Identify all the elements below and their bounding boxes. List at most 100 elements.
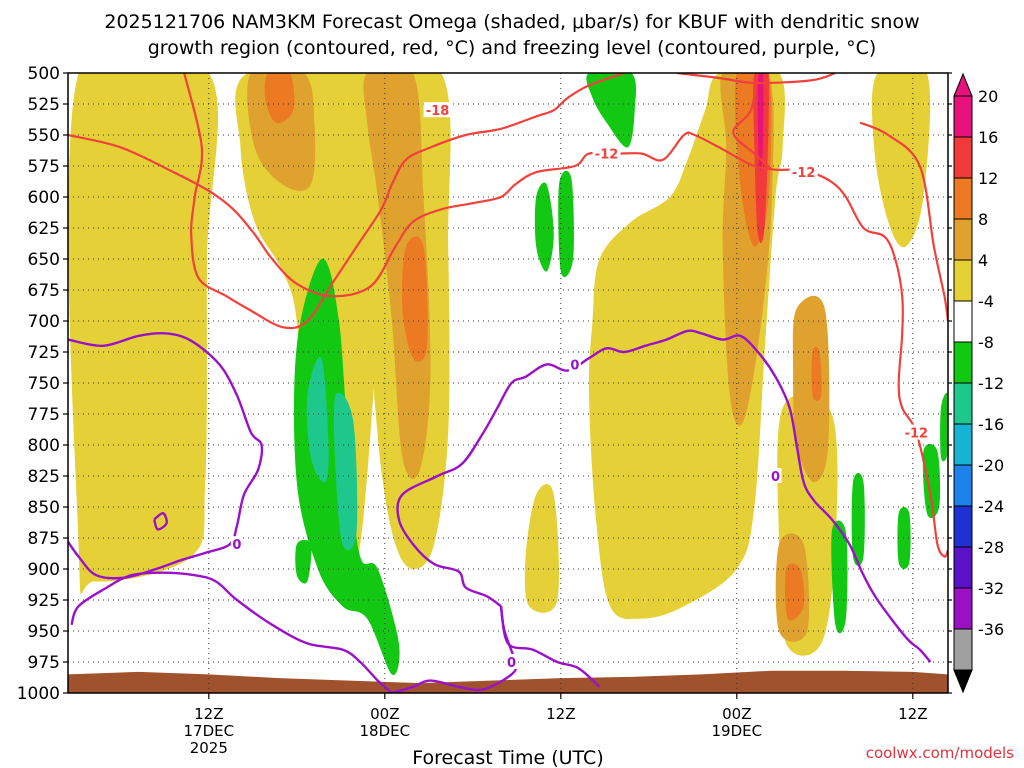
contour-label-bg xyxy=(769,468,782,483)
y-tick-label: 700 xyxy=(28,312,60,332)
freezing-contour-1 xyxy=(70,571,393,693)
omega-region-16 xyxy=(784,563,805,621)
contour-label-bg xyxy=(592,145,621,161)
y-tick-label: 750 xyxy=(28,374,60,394)
credit-link[interactable]: coolwx.com/models xyxy=(866,744,1014,762)
ground-terrain xyxy=(68,670,948,693)
colorbar: 20 16 12 8 4 -4 -8 -12 -16 -20 -24 -28 -32 -36 xyxy=(953,72,1004,694)
omega-region-19 xyxy=(757,73,764,171)
omega-region-8 xyxy=(247,73,316,191)
colorbar-bottom-arrow xyxy=(953,669,973,694)
freezing-contour-4 xyxy=(499,605,601,688)
dgz-contour-3 xyxy=(732,73,773,171)
y-tick-label: 850 xyxy=(28,498,60,518)
omega-region-17 xyxy=(811,346,822,401)
omega-region-21 xyxy=(534,182,554,272)
omega-region-25 xyxy=(897,506,911,570)
contour-label-bg xyxy=(505,654,518,669)
x-tick-label: 19DEC xyxy=(712,722,763,740)
chart-title-line2: growth region (contoured, red, °C) and f… xyxy=(148,37,877,59)
contour-label: 0 xyxy=(232,538,241,553)
chart-title-line1: 2025121706 NAM3KM Forecast Omega (shaded… xyxy=(104,11,919,33)
y-tick-label: 875 xyxy=(28,529,60,549)
y-tick-label: 500 xyxy=(28,64,60,84)
x-tick-label: 2025 xyxy=(190,739,228,757)
x-tick-label: 17DEC xyxy=(184,722,235,740)
plot-clip-group: -18 -12 -12 -12 0 0 0 0 xyxy=(68,73,948,693)
colorbar-label: 12 xyxy=(978,169,998,188)
y-tick-label: 900 xyxy=(28,560,60,580)
omega-region-13 xyxy=(264,73,295,124)
omega-region-29 xyxy=(295,539,312,584)
y-tick-label: 825 xyxy=(28,467,60,487)
contour-label: -18 xyxy=(426,104,450,119)
colorbar-bin xyxy=(953,95,973,138)
colorbar-label: -20 xyxy=(978,456,1004,475)
colorbar-bin xyxy=(953,423,973,466)
colorbar-bin xyxy=(953,218,973,261)
colorbar-label: -12 xyxy=(978,374,1004,393)
axes: 500 525 550 575 600 625 650 675 700 725 750 775 800 8… xyxy=(17,64,952,757)
omega-region-11 xyxy=(792,295,830,483)
y-tick-label: 650 xyxy=(28,250,60,270)
dgz-contour-0 xyxy=(68,131,948,558)
omega-region-23 xyxy=(586,73,637,148)
contour-label-bg xyxy=(789,164,818,180)
y-tick-label: 525 xyxy=(28,95,60,115)
colorbar-top-arrow xyxy=(953,72,973,97)
colorbar-bin xyxy=(953,177,973,220)
colorbar-label: -36 xyxy=(978,620,1004,639)
contour-label: -12 xyxy=(792,166,816,181)
colorbar-bin xyxy=(953,464,973,507)
dgz-contour-4 xyxy=(859,121,948,322)
y-tick-label: 800 xyxy=(28,436,60,456)
y-tick-label: 725 xyxy=(28,343,60,363)
omega-region-7 xyxy=(871,73,931,248)
omega-region-30 xyxy=(306,356,329,483)
plot-area: -18 -12 -12 -12 0 0 0 0 xyxy=(68,73,948,693)
omega-region-27 xyxy=(851,472,865,566)
omega-region-28 xyxy=(940,392,948,462)
contour-label: 0 xyxy=(771,470,780,485)
contour-label: 0 xyxy=(570,358,579,373)
omega-region-26 xyxy=(831,520,848,634)
omega-region-4 xyxy=(524,483,560,613)
omega-region-0 xyxy=(68,73,218,594)
x-axis-label: Forecast Time (UTC) xyxy=(412,747,603,768)
x-tick-label: 12Z xyxy=(898,705,927,723)
dgz-contour-2 xyxy=(676,73,836,85)
contour-label: -12 xyxy=(595,148,619,163)
contour-label-bg xyxy=(423,102,452,118)
colorbar-label: -24 xyxy=(978,497,1004,516)
y-tick-label: 550 xyxy=(28,126,60,146)
contour-label: -12 xyxy=(905,427,929,442)
colorbar-bin xyxy=(953,587,973,630)
y-tick-label: 625 xyxy=(28,219,60,239)
colorbar-label: 20 xyxy=(978,87,998,106)
y-tick-label: 675 xyxy=(28,281,60,301)
y-tick-label: 975 xyxy=(28,653,60,673)
y-tick-label: 775 xyxy=(28,405,60,425)
colorbar-label: -28 xyxy=(978,538,1004,557)
y-tick-label: 925 xyxy=(28,591,60,611)
contour-label-bg xyxy=(230,536,243,552)
x-tick-label: 00Z xyxy=(370,705,399,723)
colorbar-label: 8 xyxy=(978,210,988,229)
colorbar-bin xyxy=(953,259,973,302)
x-tick-label: 18DEC xyxy=(360,722,411,740)
y-tick-label: 1000 xyxy=(17,684,60,704)
colorbar-label: -32 xyxy=(978,579,1004,598)
omega-region-22 xyxy=(558,170,574,278)
x-tick-label: 00Z xyxy=(722,705,751,723)
colorbar-bin xyxy=(953,546,973,589)
omega-region-24 xyxy=(922,443,941,519)
colorbar-label: 4 xyxy=(978,251,988,270)
y-tick-label: 950 xyxy=(28,622,60,642)
freezing-contour-5 xyxy=(153,512,168,531)
y-tick-label: 600 xyxy=(28,188,60,208)
x-tick-label: 12Z xyxy=(546,705,575,723)
colorbar-bin xyxy=(953,136,973,179)
colorbar-bin xyxy=(953,300,973,343)
colorbar-bin xyxy=(953,341,973,384)
